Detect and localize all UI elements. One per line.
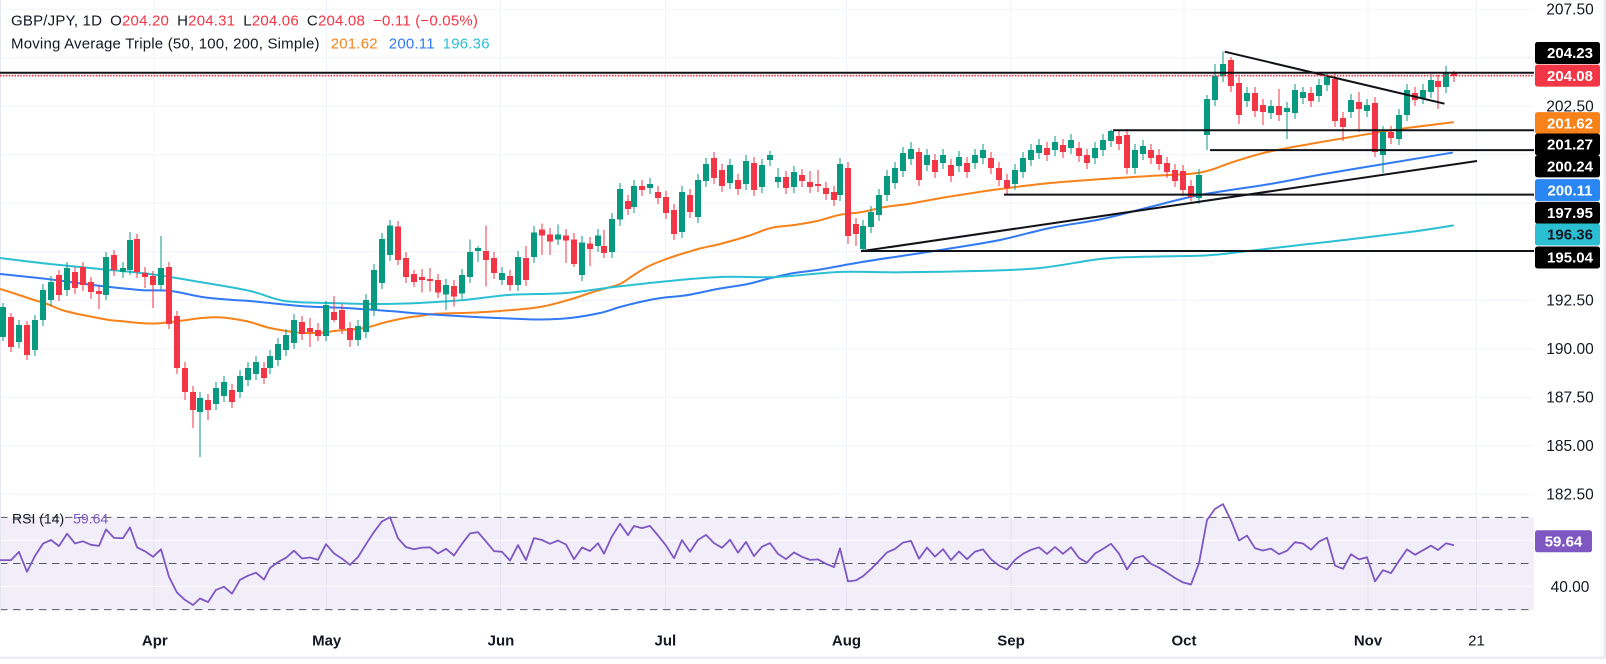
svg-text:21: 21 [1468,633,1485,650]
svg-text:Moving Average Triple (50, 100: Moving Average Triple (50, 100, 200, Sim… [11,36,490,53]
svg-text:Jun: Jun [488,633,515,650]
svg-text:201.62: 201.62 [1547,115,1593,132]
svg-text:197.95: 197.95 [1547,205,1593,222]
svg-text:207.50: 207.50 [1546,2,1594,19]
svg-text:59.64: 59.64 [1545,534,1583,551]
svg-text:185.00: 185.00 [1546,438,1594,455]
svg-text:201.27: 201.27 [1547,137,1593,154]
svg-text:RSI (14)59.64: RSI (14)59.64 [12,511,108,527]
svg-text:182.50: 182.50 [1546,487,1594,504]
svg-text:196.36: 196.36 [1547,227,1593,244]
svg-text:195.04: 195.04 [1547,250,1594,267]
svg-text:Oct: Oct [1171,633,1196,650]
svg-text:204.23: 204.23 [1547,45,1593,62]
svg-text:Aug: Aug [832,633,861,650]
svg-text:Jul: Jul [655,633,677,650]
svg-text:200.11: 200.11 [1547,182,1592,199]
svg-text:200.24: 200.24 [1547,159,1594,176]
svg-text:187.50: 187.50 [1546,390,1594,407]
svg-text:204.08: 204.08 [1547,68,1593,85]
svg-text:Apr: Apr [142,633,168,650]
svg-text:190.00: 190.00 [1546,341,1594,358]
svg-text:Sep: Sep [997,633,1025,650]
svg-text:40.00: 40.00 [1551,579,1590,596]
svg-text:May: May [312,633,342,650]
svg-text:Nov: Nov [1354,633,1383,650]
svg-text:192.50: 192.50 [1546,293,1594,310]
